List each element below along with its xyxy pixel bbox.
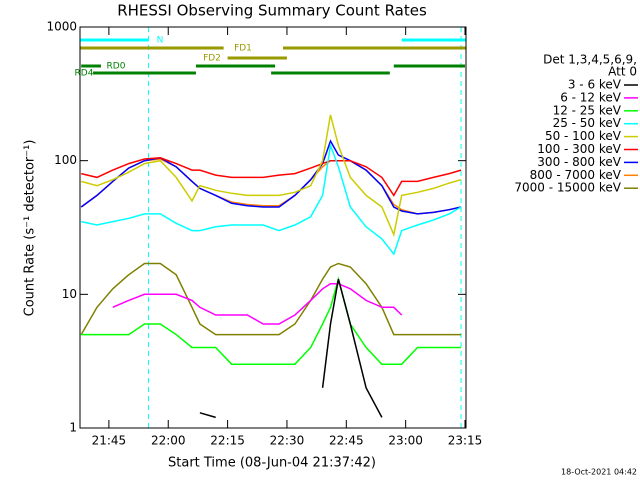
series-line <box>81 142 462 256</box>
plot-frame <box>79 26 467 429</box>
y-tick-label: 1 <box>69 421 77 435</box>
x-axis-label: Start Time (08-Jun-04 21:37:42) <box>168 456 376 471</box>
legend-label: 3 - 6 keV <box>568 78 622 92</box>
legend-label: 800 - 7000 keV <box>530 168 622 182</box>
timestamp: 18-Oct-2021 04:42 <box>561 468 637 477</box>
legend-label: 25 - 50 keV <box>553 116 622 130</box>
flag-label: FD2 <box>203 54 221 64</box>
legend-label: 6 - 12 keV <box>560 90 622 104</box>
legend-label: 12 - 25 keV <box>553 103 622 117</box>
flag-label: FD1 <box>234 44 252 54</box>
chart-title: RHESSI Observing Summary Count Rates <box>117 2 427 20</box>
series-line <box>81 114 462 238</box>
series-line <box>81 276 462 365</box>
series-line <box>112 282 403 325</box>
flag-label: RD0 <box>107 62 126 72</box>
y-tick-label: 10 <box>62 287 77 301</box>
series-line <box>81 157 462 197</box>
series-line <box>199 278 383 419</box>
legend-label: 100 - 300 keV <box>537 142 621 156</box>
y-tick-label: 100 <box>54 153 77 167</box>
y-tick-label: 1000 <box>46 20 77 34</box>
y-axis-label: Count Rate (s⁻¹ detector⁻¹) <box>23 140 38 317</box>
legend-label: 7000 - 15000 keV <box>514 181 621 195</box>
x-tick-label: 23:00 <box>388 434 423 448</box>
flag-label: N <box>157 36 164 46</box>
series-line <box>80 262 462 336</box>
x-tick-label: 22:00 <box>151 434 186 448</box>
x-tick-label: 22:30 <box>270 434 305 448</box>
series-line <box>80 139 462 215</box>
legend-label: 300 - 800 keV <box>537 155 621 169</box>
legend-title: Det 1,3,4,5,6,9, <box>543 53 637 67</box>
flag-label: RD4 <box>75 69 94 79</box>
x-tick-label: 23:15 <box>448 434 483 448</box>
legend-title: Att 0 <box>608 65 637 79</box>
x-tick-label: 21:45 <box>92 434 127 448</box>
legend-label: 50 - 100 keV <box>545 129 622 143</box>
x-tick-label: 22:15 <box>210 434 245 448</box>
x-tick-label: 22:45 <box>329 434 364 448</box>
